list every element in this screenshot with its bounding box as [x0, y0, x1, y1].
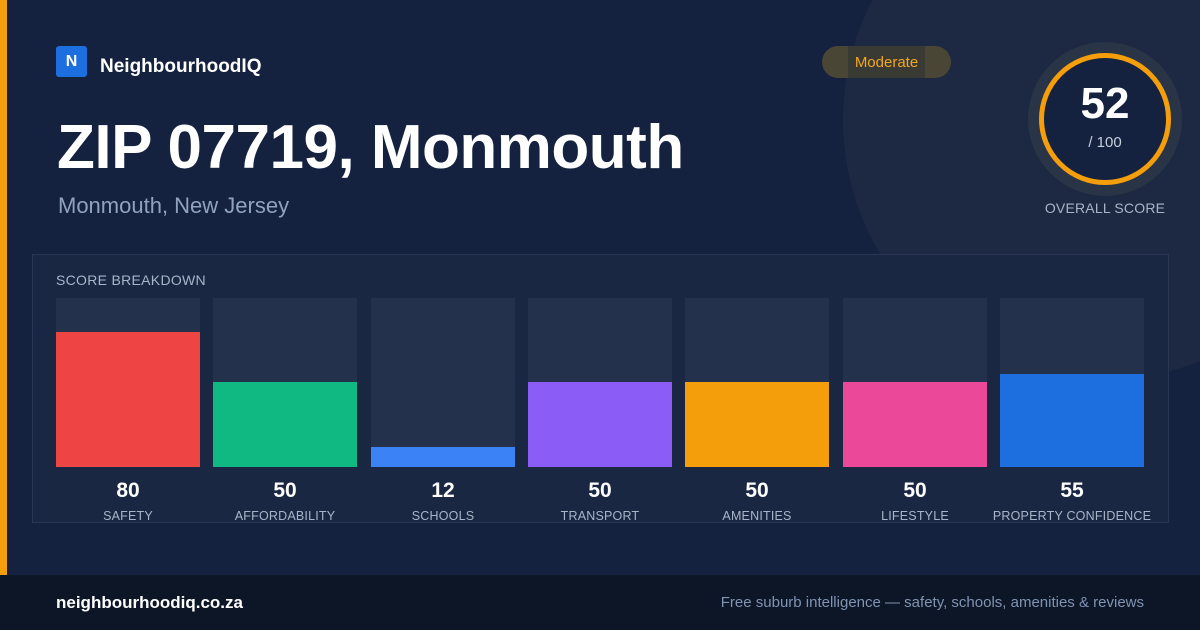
bar-label: SCHOOLS	[411, 509, 475, 523]
hero-card: N NeighbourhoodIQ Moderate ZIP 07719, Mo…	[0, 0, 1182, 575]
overall-score-gauge: 52 / 100	[1028, 42, 1182, 196]
bar-value: 50	[903, 479, 927, 502]
score-bar-safety: 80 SAFETY	[56, 298, 200, 524]
page-title: ZIP 07719, Monmouth	[57, 113, 684, 182]
bar-label: AMENITIES	[722, 509, 792, 523]
bar-track	[528, 298, 672, 467]
bar-value: 80	[116, 479, 140, 502]
rating-badge: Moderate	[822, 46, 951, 78]
bar-fill	[56, 332, 200, 467]
bar-value: 12	[431, 479, 455, 502]
bar-fill	[528, 382, 672, 467]
bar-value: 50	[273, 479, 297, 502]
score-bar-amenities: 50 AMENITIES	[685, 298, 829, 524]
accent-strip	[0, 0, 7, 575]
bar-fill	[685, 382, 829, 467]
score-ring	[1039, 53, 1171, 185]
bar-label: TRANSPORT	[560, 509, 640, 523]
score-bar-property-confidence: 55 PROPERTY CONFIDENCE	[993, 298, 1151, 524]
bar-value: 50	[588, 479, 612, 502]
rating-badge-label: Moderate	[854, 53, 919, 71]
bar-label: AFFORDABILITY	[234, 509, 336, 523]
score-bar-lifestyle: 50 LIFESTYLE	[843, 298, 987, 524]
bar-track	[843, 298, 987, 467]
brand-name: NeighbourhoodIQ	[100, 56, 262, 77]
overall-score-max: / 100	[1088, 134, 1122, 151]
brand[interactable]: N NeighbourhoodIQ	[56, 46, 261, 78]
footer: neighbourhoodiq.co.za Free suburb intell…	[0, 575, 1200, 630]
bar-track	[685, 298, 829, 467]
score-breakdown-heading: SCORE BREAKDOWN	[56, 272, 206, 288]
score-bar-transport: 50 TRANSPORT	[528, 298, 672, 524]
overall-score-caption: OVERALL SCORE	[1044, 200, 1166, 216]
footer-site-link[interactable]: neighbourhoodiq.co.za	[56, 593, 243, 612]
bar-track	[1000, 298, 1144, 467]
overall-score-value: 52	[1080, 79, 1130, 128]
bar-label: PROPERTY CONFIDENCE	[992, 509, 1152, 523]
page-subtitle: Monmouth, New Jersey	[58, 193, 290, 218]
bar-track	[213, 298, 357, 467]
bar-label: LIFESTYLE	[881, 509, 949, 523]
brand-logo-icon: N	[56, 46, 87, 77]
bar-fill	[371, 447, 515, 467]
bar-fill	[213, 382, 357, 467]
score-bar-schools: 12 SCHOOLS	[371, 298, 515, 524]
score-breakdown-panel: SCORE BREAKDOWN 80 SAFETY 50 AFFORDABILITY 1…	[32, 254, 1169, 523]
bar-value: 50	[745, 479, 769, 502]
bar-track	[56, 298, 200, 467]
score-bar-affordability: 50 AFFORDABILITY	[213, 298, 357, 524]
bar-fill	[843, 382, 987, 467]
bar-label: SAFETY	[103, 509, 153, 523]
footer-tagline: Free suburb intelligence — safety, schoo…	[720, 594, 1144, 611]
bar-fill	[1000, 374, 1144, 467]
bar-value: 55	[1060, 479, 1084, 502]
bar-track	[371, 298, 515, 467]
